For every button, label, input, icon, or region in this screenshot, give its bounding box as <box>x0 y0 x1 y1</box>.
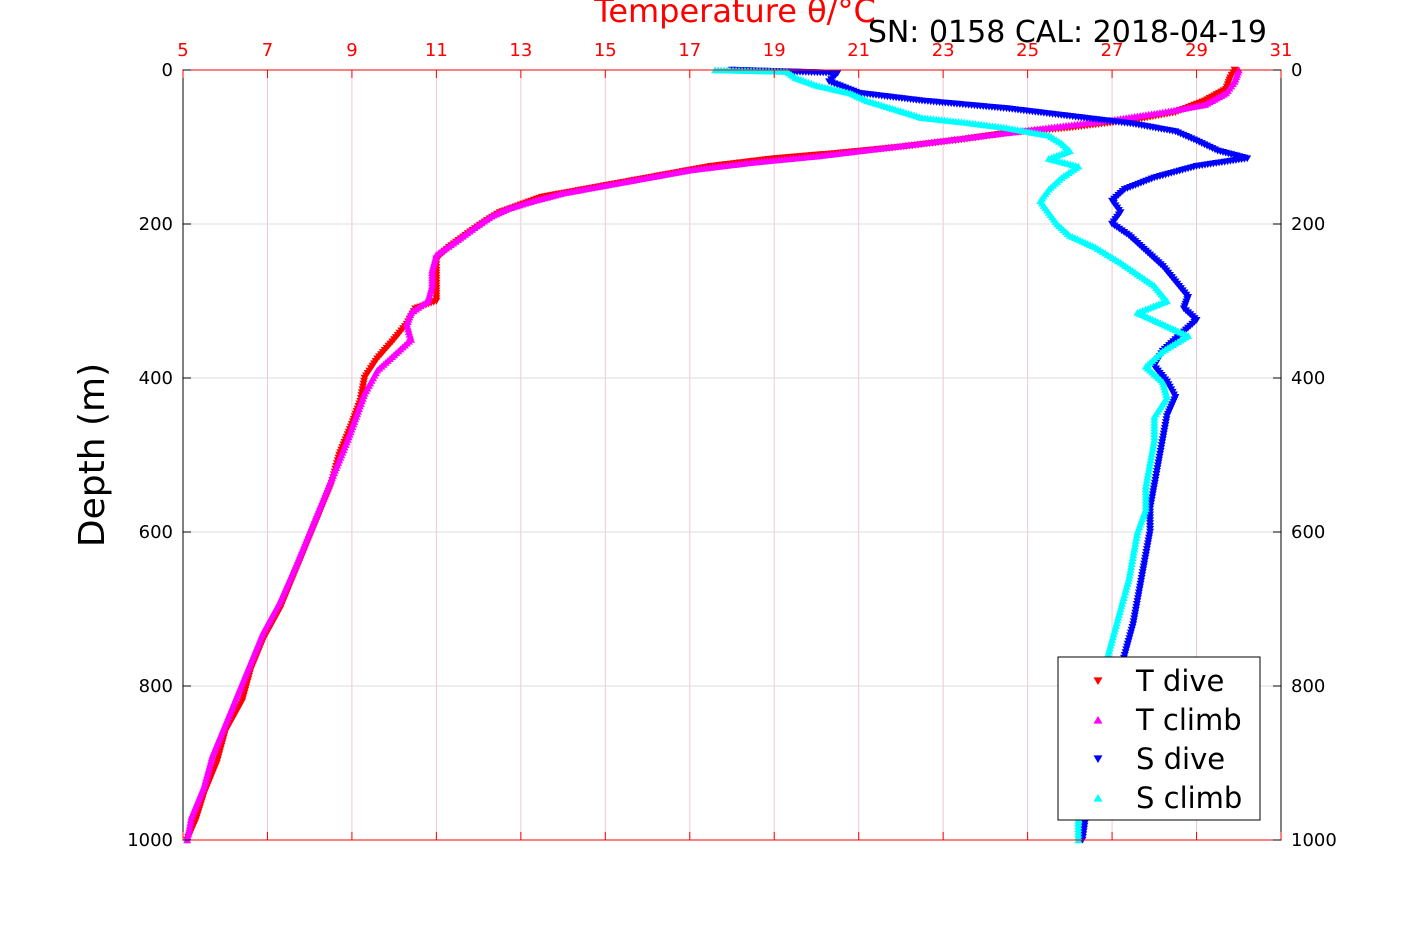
x-tick-label: 9 <box>346 40 357 61</box>
data-point <box>186 816 195 823</box>
x-tick-label: 7 <box>262 40 273 61</box>
legend-box <box>1057 656 1261 821</box>
y-tick-label-right: 600 <box>1291 522 1325 543</box>
legend-marker <box>1093 715 1103 724</box>
legend-label: T climb <box>1135 703 1242 737</box>
data-point <box>1133 528 1142 536</box>
data-series <box>183 66 1252 844</box>
data-point <box>185 821 194 829</box>
data-point <box>1126 565 1135 573</box>
y-tick-label-right: 800 <box>1291 676 1325 697</box>
x-tick-label: 21 <box>847 40 870 61</box>
data-point <box>1142 476 1151 484</box>
data-point <box>1129 548 1138 556</box>
data-point <box>1131 537 1140 544</box>
legend-marker <box>1093 755 1103 764</box>
data-point <box>1148 447 1157 455</box>
data-point <box>1130 545 1139 553</box>
legend-marker <box>1093 677 1103 686</box>
data-point <box>1142 479 1151 487</box>
data-point <box>183 833 192 841</box>
data-point <box>1143 470 1152 478</box>
data-point <box>184 830 193 838</box>
x-tick-label: 31 <box>1270 40 1293 61</box>
data-point <box>1127 563 1136 570</box>
y-tick-label-left: 800 <box>139 676 173 697</box>
data-point <box>184 827 193 835</box>
data-point <box>187 813 196 821</box>
data-point <box>1149 438 1158 446</box>
data-point <box>1150 436 1159 443</box>
data-point <box>1130 542 1139 550</box>
data-point <box>1145 461 1154 469</box>
legend-label: S climb <box>1136 781 1242 815</box>
x-tick-label: 13 <box>509 40 532 61</box>
x-tick-label: 17 <box>678 40 701 61</box>
y-tick-label-right: 400 <box>1291 368 1325 389</box>
data-point <box>1143 473 1152 481</box>
series-t-climb <box>183 66 1243 844</box>
data-point <box>186 819 195 826</box>
x-tick-label: 11 <box>425 40 448 61</box>
data-point <box>1125 571 1134 579</box>
legend: T dive T climb S dive S climb <box>1057 656 1261 821</box>
data-point <box>1132 531 1141 539</box>
data-point <box>1126 568 1135 576</box>
chart-subtitle: SN: 0158 CAL: 2018-04-19 <box>868 15 1267 50</box>
data-point <box>1128 557 1137 565</box>
data-point <box>1147 450 1156 458</box>
data-point <box>1144 467 1153 475</box>
y-tick-label-left: 200 <box>139 214 173 235</box>
data-point <box>1132 534 1141 541</box>
x-tick-label: 25 <box>1016 40 1039 61</box>
y-tick-label-left: 0 <box>162 60 173 81</box>
y-tick-label-left: 1000 <box>127 830 173 851</box>
data-point <box>1147 453 1156 461</box>
data-point <box>1146 456 1155 464</box>
x-tick-label: 23 <box>932 40 955 61</box>
legend-marker <box>1093 793 1103 802</box>
y-tick-label-left: 600 <box>139 522 173 543</box>
data-point <box>1131 539 1140 547</box>
x-tick-label: 5 <box>177 40 188 61</box>
data-point <box>1146 459 1155 466</box>
data-point <box>1148 444 1157 452</box>
data-point <box>1149 441 1158 449</box>
y-tick-label-left: 400 <box>139 368 173 389</box>
y-tick-label-right: 200 <box>1291 214 1325 235</box>
x-tick-label: 27 <box>1101 40 1124 61</box>
x-tick-label: 29 <box>1185 40 1208 61</box>
data-point <box>185 824 194 832</box>
legend-label: S dive <box>1136 742 1225 776</box>
series-s-climb <box>711 66 1193 844</box>
y-tick-label-right: 1000 <box>1291 830 1337 851</box>
y-axis-label: Depth (m) <box>72 363 113 547</box>
data-point <box>1128 554 1137 562</box>
axes <box>182 69 1282 841</box>
data-point <box>1127 560 1136 567</box>
x-tick-label: 19 <box>763 40 786 61</box>
legend-label: T dive <box>1135 664 1224 698</box>
y-tick-label-right: 0 <box>1291 60 1302 81</box>
data-point <box>1145 464 1154 472</box>
chart-title: Temperature θ/°C <box>593 0 876 30</box>
x-tick-label: 15 <box>594 40 617 61</box>
data-point <box>1129 551 1138 559</box>
